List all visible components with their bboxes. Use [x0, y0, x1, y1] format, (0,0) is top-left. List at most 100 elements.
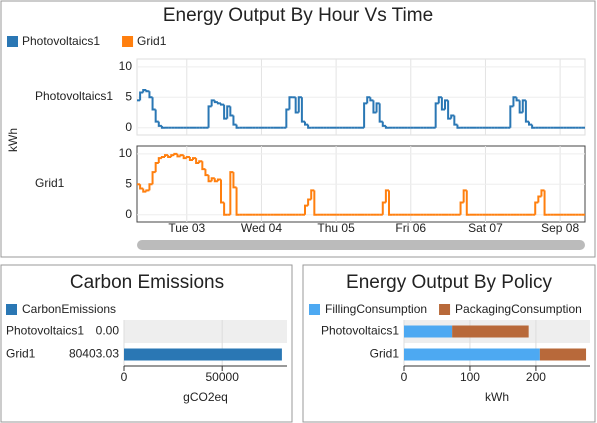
line-step [288, 96, 293, 110]
line-step [226, 105, 231, 119]
bar [404, 325, 453, 338]
line-step [232, 115, 237, 126]
line-step [148, 91, 153, 99]
legend-label: PackagingConsumption [455, 302, 582, 316]
line-step [232, 172, 237, 189]
line-step [307, 198, 312, 206]
line-step [170, 154, 175, 157]
line-step [210, 177, 215, 182]
row-highlight [124, 320, 287, 343]
line-step [154, 109, 159, 123]
line-step [534, 201, 539, 215]
line-step [160, 125, 165, 129]
line-step [509, 105, 514, 128]
line-step [381, 201, 386, 215]
line-step [543, 190, 548, 216]
line-step [151, 97, 156, 111]
x-tick-label: 200 [526, 370, 546, 384]
line-step [160, 155, 165, 159]
line-step [229, 171, 234, 215]
legend-swatch [309, 304, 320, 315]
legend-label: FillingConsumption [325, 302, 427, 316]
line-step [437, 96, 442, 104]
line-step [450, 114, 455, 119]
line-step [372, 100, 377, 114]
line-step [220, 179, 225, 204]
line-step [164, 154, 169, 157]
line-step [459, 201, 464, 215]
line-step [216, 178, 221, 182]
line-step [207, 105, 212, 128]
chart-title: Carbon Emissions [70, 272, 224, 293]
line-step [381, 121, 386, 127]
line-step [515, 97, 520, 102]
line-step [537, 195, 542, 203]
legend-swatch [439, 304, 451, 315]
line-step [297, 96, 302, 113]
line-step [531, 124, 536, 129]
line-step [512, 96, 517, 107]
line-step [151, 171, 156, 185]
category-label: Grid1 [6, 347, 36, 361]
legend-label: Grid1 [137, 34, 167, 48]
line-step [157, 121, 162, 127]
line-step [223, 202, 228, 216]
subplot-label: Grid1 [35, 176, 65, 190]
line-step [313, 190, 318, 216]
line-step [139, 91, 144, 101]
line-step [142, 89, 147, 93]
y-tick-label: 10 [119, 59, 133, 73]
x-axis-label: kWh [485, 390, 509, 404]
y-tick-label: 5 [125, 176, 132, 190]
line-step [453, 115, 458, 126]
line-step [148, 183, 153, 191]
line-step [310, 189, 315, 200]
line-step [139, 184, 144, 190]
legend-label: Photovoltaics1 [22, 34, 100, 48]
line-step [447, 100, 452, 120]
line-step [145, 90, 150, 93]
y-tick-label: 10 [119, 146, 133, 160]
line-step [300, 97, 305, 123]
category-label: Photovoltaics1 [6, 324, 84, 338]
legend-swatch [6, 304, 17, 315]
legend-swatch [122, 36, 134, 47]
line-step [223, 104, 228, 120]
line-step [145, 189, 150, 192]
line-step [220, 103, 225, 106]
value-label: 80403.03 [69, 347, 119, 361]
line-step [294, 97, 299, 114]
line-step [521, 99, 526, 113]
line-step [304, 204, 309, 215]
line-step [384, 189, 389, 203]
subplot-label: Photovoltaics1 [35, 89, 113, 103]
panel-border [0, 264, 293, 423]
line-step [229, 106, 234, 117]
bar [539, 348, 587, 361]
line-step [213, 178, 218, 183]
line-step [179, 154, 184, 157]
y-tick-label: 0 [125, 207, 132, 221]
line-step [304, 121, 309, 126]
x-tick-label: 50000 [206, 370, 240, 384]
line-step [235, 187, 240, 216]
line-step [524, 100, 529, 123]
line-step [307, 124, 312, 129]
y-axis-label: kWh [6, 128, 20, 152]
bar [452, 325, 529, 338]
y-tick-label: 5 [125, 89, 132, 103]
line-step [518, 100, 523, 114]
line-step [173, 152, 178, 156]
scrollbar[interactable] [137, 240, 585, 250]
x-tick-label: 0 [121, 370, 128, 384]
line-step [285, 108, 290, 128]
line-step [142, 188, 147, 193]
line-step [366, 96, 371, 104]
x-tick-label: Sep 08 [541, 221, 579, 235]
line-step [198, 160, 203, 164]
line-step [384, 125, 389, 129]
line-step [201, 161, 206, 171]
x-tick-label: 100 [460, 370, 480, 384]
line-step [375, 102, 380, 113]
